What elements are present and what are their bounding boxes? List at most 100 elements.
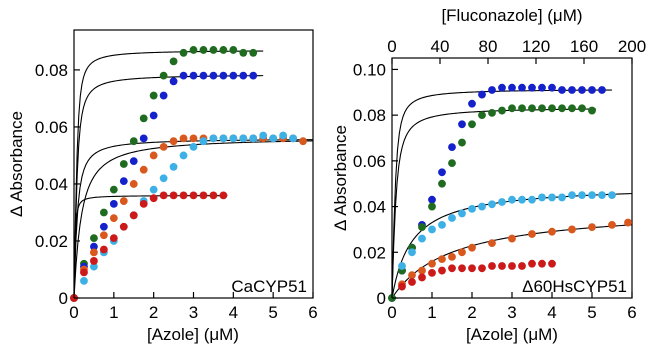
data-point-lightblue (398, 262, 406, 270)
fit-curves (73, 50, 314, 299)
data-point-blue (438, 168, 446, 177)
top-x-tick-label: 120 (522, 37, 550, 56)
y-axis-ticks: 0 0.02 0.04 0.06 0.08 (35, 61, 80, 308)
data-point-lightblue (468, 204, 476, 213)
data-point-green (558, 104, 566, 113)
x-axis-title: [Azole] (μM) (466, 325, 558, 344)
data-point-green (149, 91, 158, 100)
x-tick-label: 3 (189, 303, 198, 322)
data-point-green (438, 179, 446, 188)
data-point-blue (448, 143, 456, 152)
data-point-blue (558, 86, 566, 94)
top-x-tick-label: 160 (570, 37, 598, 56)
data-point-lightblue (229, 134, 238, 143)
data-point-orange (418, 266, 426, 275)
data-point-blue (149, 111, 158, 120)
data-point-lightblue (199, 137, 208, 146)
data-point-lightblue (438, 220, 446, 229)
data-point-lightblue (90, 262, 98, 271)
data-point-lightblue (149, 185, 158, 194)
data-point-orange (149, 151, 158, 160)
data-point-green (199, 46, 208, 54)
data-point-red (528, 259, 536, 268)
x-tick-label: 0 (69, 303, 78, 322)
data-point-blue (548, 83, 556, 92)
panel-label: Δ60HsCYP51 (522, 277, 627, 296)
data-point-orange (568, 225, 576, 234)
data-point-lightblue (289, 134, 297, 143)
data-point-lightblue (428, 225, 436, 234)
data-point-blue (588, 86, 596, 94)
data-point-blue (199, 71, 208, 80)
data-point-lightblue (498, 198, 506, 206)
data-point-green (488, 108, 496, 117)
data-point-lightblue (448, 214, 456, 222)
x-tick-label: 4 (229, 303, 238, 322)
data-point-blue (518, 83, 526, 92)
data-point-red (428, 268, 436, 277)
data-point-orange (159, 142, 168, 151)
data-point-lightblue (598, 191, 606, 200)
data-point-blue (508, 83, 516, 92)
data-point-blue (159, 91, 168, 100)
data-point-blue (568, 86, 576, 94)
x-tick-label: 5 (587, 303, 596, 322)
data-point-orange (448, 252, 456, 261)
data-point-lightblue (558, 193, 566, 202)
data-point-blue (189, 71, 198, 80)
data-point-orange (169, 137, 178, 146)
data-point-blue (478, 90, 486, 99)
x-tick-label: 4 (547, 303, 556, 322)
data-point-green (528, 104, 536, 113)
data-point-blue (139, 134, 148, 143)
data-point-lightblue (249, 134, 258, 143)
data-point-blue (498, 83, 506, 92)
data-point-blue (598, 86, 606, 94)
data-point-lightblue (159, 174, 168, 183)
data-point-red (209, 191, 218, 200)
data-point-orange (608, 220, 616, 229)
y-tick-label: 0.08 (35, 61, 68, 80)
data-point-red (508, 262, 516, 270)
y-tick-label: 0.04 (35, 175, 68, 194)
data-point-blue (219, 71, 228, 80)
data-point-green (548, 104, 556, 113)
plot-frame (391, 57, 633, 299)
data-point-lightblue (189, 142, 198, 151)
data-point-green (139, 114, 148, 123)
data-point-green (119, 160, 128, 168)
x-tick-label: 1 (109, 303, 118, 322)
data-point-orange (548, 227, 556, 236)
data-point-green (428, 202, 436, 211)
data-point-lightblue (418, 234, 426, 243)
data-point-orange (458, 248, 466, 257)
data-point-orange (624, 218, 632, 227)
data-point-red (169, 191, 178, 200)
data-point-lightblue (568, 191, 576, 200)
data-point-red (199, 191, 208, 200)
data-point-lightblue (209, 134, 218, 143)
data-point-red (149, 194, 158, 203)
data-point-blue (209, 71, 218, 80)
data-point-red (488, 262, 496, 270)
data-point-orange (109, 214, 118, 223)
data-point-red (189, 191, 198, 200)
y-axis-title: Δ Absorbance (331, 125, 350, 231)
data-point-orange (588, 223, 596, 232)
data-point-orange (428, 259, 436, 268)
y-axis-title: Δ Absorbance (7, 111, 26, 217)
data-point-green (448, 159, 456, 168)
fit-curve-blue (73, 75, 264, 299)
data-point-green (179, 48, 188, 57)
data-point-red (109, 234, 118, 243)
data-point-green (189, 46, 198, 54)
data-point-orange (468, 243, 476, 252)
panel-cacyp51: 0 1 2 3 4 5 6 0 0.02 0.04 0.06 0.08 [Azole] (μM) Δ… (7, 29, 318, 344)
x-tick-label: 1 (427, 303, 436, 322)
data-point-orange (90, 248, 98, 257)
data-point-orange (508, 234, 516, 243)
data-point-red (448, 264, 456, 273)
data-point-red (99, 245, 108, 254)
x-tick-label: 3 (507, 303, 516, 322)
data-point-green (518, 104, 526, 113)
